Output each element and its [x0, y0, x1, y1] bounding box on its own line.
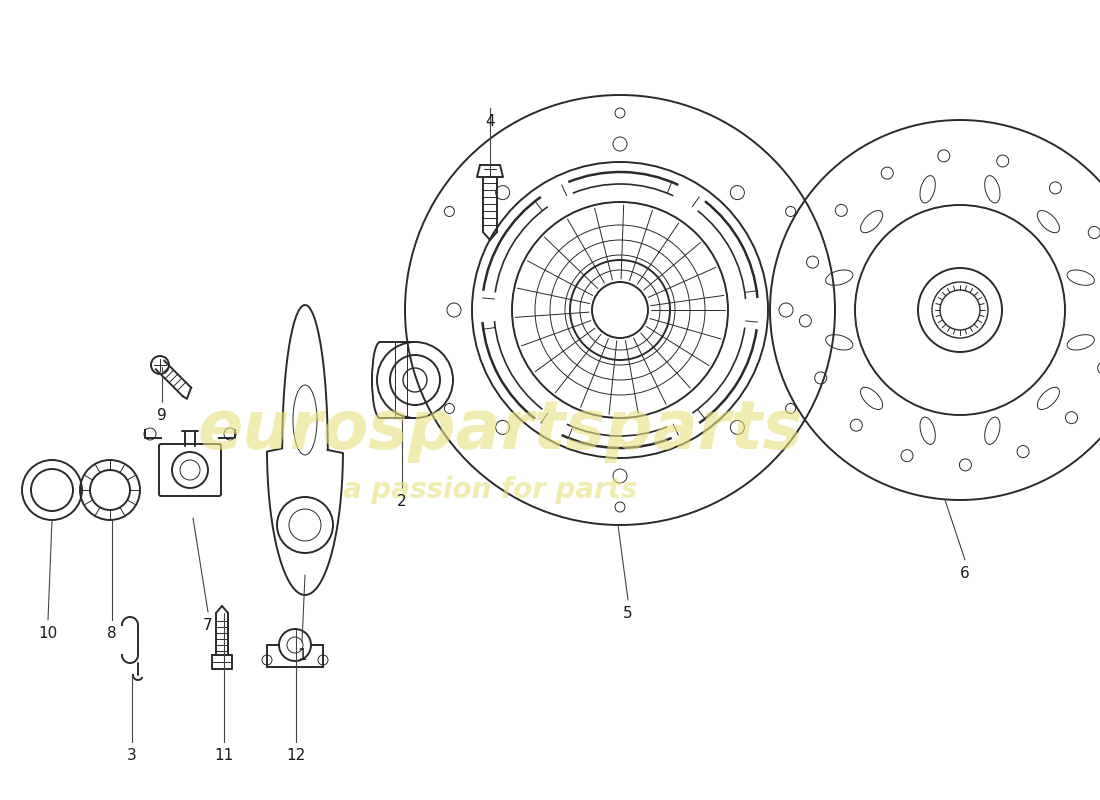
- Text: 1: 1: [297, 648, 307, 663]
- Text: 12: 12: [286, 748, 306, 763]
- Text: eurospartsparts: eurospartsparts: [197, 397, 803, 463]
- Text: 11: 11: [214, 748, 233, 763]
- Text: 5: 5: [624, 606, 632, 621]
- Text: 3: 3: [128, 748, 136, 763]
- Text: 4: 4: [485, 114, 495, 129]
- Text: 8: 8: [107, 626, 117, 641]
- Text: 7: 7: [204, 618, 212, 633]
- Text: 10: 10: [39, 626, 57, 641]
- Text: a passion for parts: a passion for parts: [343, 476, 637, 504]
- Text: 9: 9: [157, 408, 167, 423]
- Text: 2: 2: [397, 494, 407, 509]
- Text: 6: 6: [960, 566, 970, 581]
